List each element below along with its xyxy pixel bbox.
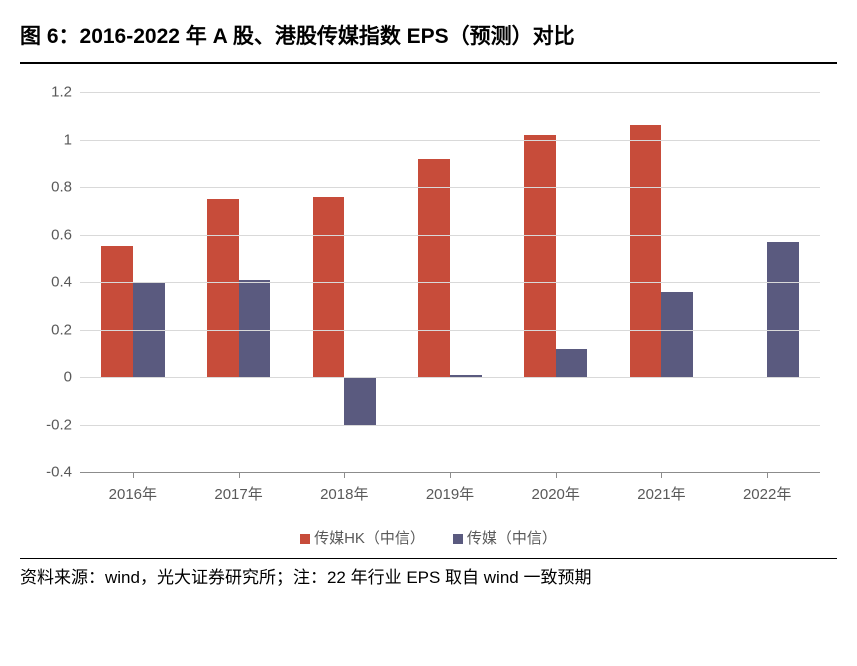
bar: [661, 292, 693, 378]
gridline: [80, 235, 820, 236]
y-tick-label: 0.2: [51, 321, 72, 338]
figure-title: 图 6：2016-2022 年 A 股、港股传媒指数 EPS（预测）对比: [20, 20, 837, 50]
x-tick: [556, 472, 557, 478]
y-tick-label: -0.4: [46, 464, 72, 481]
y-tick-label: -0.2: [46, 416, 72, 433]
gridline: [80, 187, 820, 188]
y-tick-label: 0: [64, 369, 72, 386]
x-tick: [450, 472, 451, 478]
bar: [556, 349, 588, 378]
y-tick-label: 1.2: [51, 84, 72, 101]
bar: [630, 125, 662, 377]
gridline: [80, 282, 820, 283]
x-tick: [239, 472, 240, 478]
x-axis-labels: 2016年 2017年 2018年 2019年 2020年 2021年 2022年: [80, 477, 820, 501]
x-tick-label: 2019年: [426, 483, 474, 504]
y-tick-label: 0.6: [51, 226, 72, 243]
eps-bar-chart: -0.4-0.200.20.40.60.811.2 2016年2017年2018…: [20, 72, 837, 552]
x-tick-label: 2016年: [109, 483, 157, 504]
bar: [239, 280, 271, 377]
y-tick-label: 1: [64, 131, 72, 148]
x-tick: [767, 472, 768, 478]
gridline: [80, 425, 820, 426]
gridline: [80, 140, 820, 141]
x-tick: [661, 472, 662, 478]
y-tick-label: 0.4: [51, 274, 72, 291]
legend-item: 传媒HK（中信）: [300, 527, 425, 548]
legend-label: 传媒（中信）: [467, 530, 557, 547]
gridline: [80, 330, 820, 331]
bar: [207, 199, 239, 377]
legend-label: 传媒HK（中信）: [314, 530, 425, 547]
y-tick-label: 0.8: [51, 179, 72, 196]
x-tick-label: 2018年: [320, 483, 368, 504]
x-tick: [133, 472, 134, 478]
legend-item: 传媒（中信）: [453, 527, 557, 548]
x-tick-label: 2021年: [637, 483, 685, 504]
x-tick-label: 2022年: [743, 483, 791, 504]
gridline: [80, 377, 820, 378]
legend-swatch: [300, 534, 310, 544]
gridline: [80, 92, 820, 93]
source-rule: [20, 558, 837, 559]
bar: [524, 135, 556, 377]
bar: [313, 197, 345, 378]
title-rule: [20, 62, 837, 64]
x-tick-label: 2020年: [532, 483, 580, 504]
x-tick: [344, 472, 345, 478]
source-note: 资料来源：wind，光大证券研究所；注：22 年行业 EPS 取自 wind 一…: [20, 563, 837, 588]
bar: [767, 242, 799, 377]
bar: [101, 246, 133, 377]
legend-swatch: [453, 534, 463, 544]
bar: [418, 159, 450, 378]
plot-area: -0.4-0.200.20.40.60.811.2: [80, 92, 820, 472]
legend: 传媒HK（中信） 传媒（中信）: [20, 527, 837, 548]
bar: [344, 377, 376, 425]
x-tick-label: 2017年: [214, 483, 262, 504]
